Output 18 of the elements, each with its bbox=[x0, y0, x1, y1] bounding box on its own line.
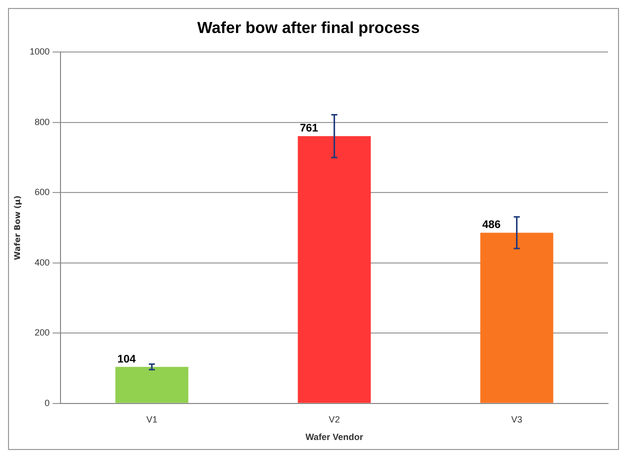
bar bbox=[298, 136, 371, 403]
x-tick-label: V1 bbox=[146, 414, 158, 424]
y-axis-title: Wafer Bow (μ) bbox=[12, 196, 22, 260]
bar bbox=[480, 232, 554, 403]
y-tick-label: 200 bbox=[34, 328, 50, 338]
data-label: 104 bbox=[117, 353, 137, 366]
x-tick-label: V3 bbox=[511, 414, 522, 424]
chart-title: Wafer bow after final process bbox=[197, 20, 420, 38]
x-tick-label: V2 bbox=[328, 414, 340, 424]
y-tick-label: 400 bbox=[34, 257, 50, 268]
data-label: 486 bbox=[482, 219, 501, 232]
y-tick-label: 1000 bbox=[30, 46, 50, 57]
y-tick-label: 0 bbox=[44, 398, 50, 408]
y-tick-label: 600 bbox=[34, 187, 50, 198]
y-tick-label: 800 bbox=[34, 116, 50, 127]
bar bbox=[115, 366, 188, 403]
x-axis-title: Wafer Vendor bbox=[305, 432, 364, 442]
data-label: 761 bbox=[300, 122, 318, 135]
